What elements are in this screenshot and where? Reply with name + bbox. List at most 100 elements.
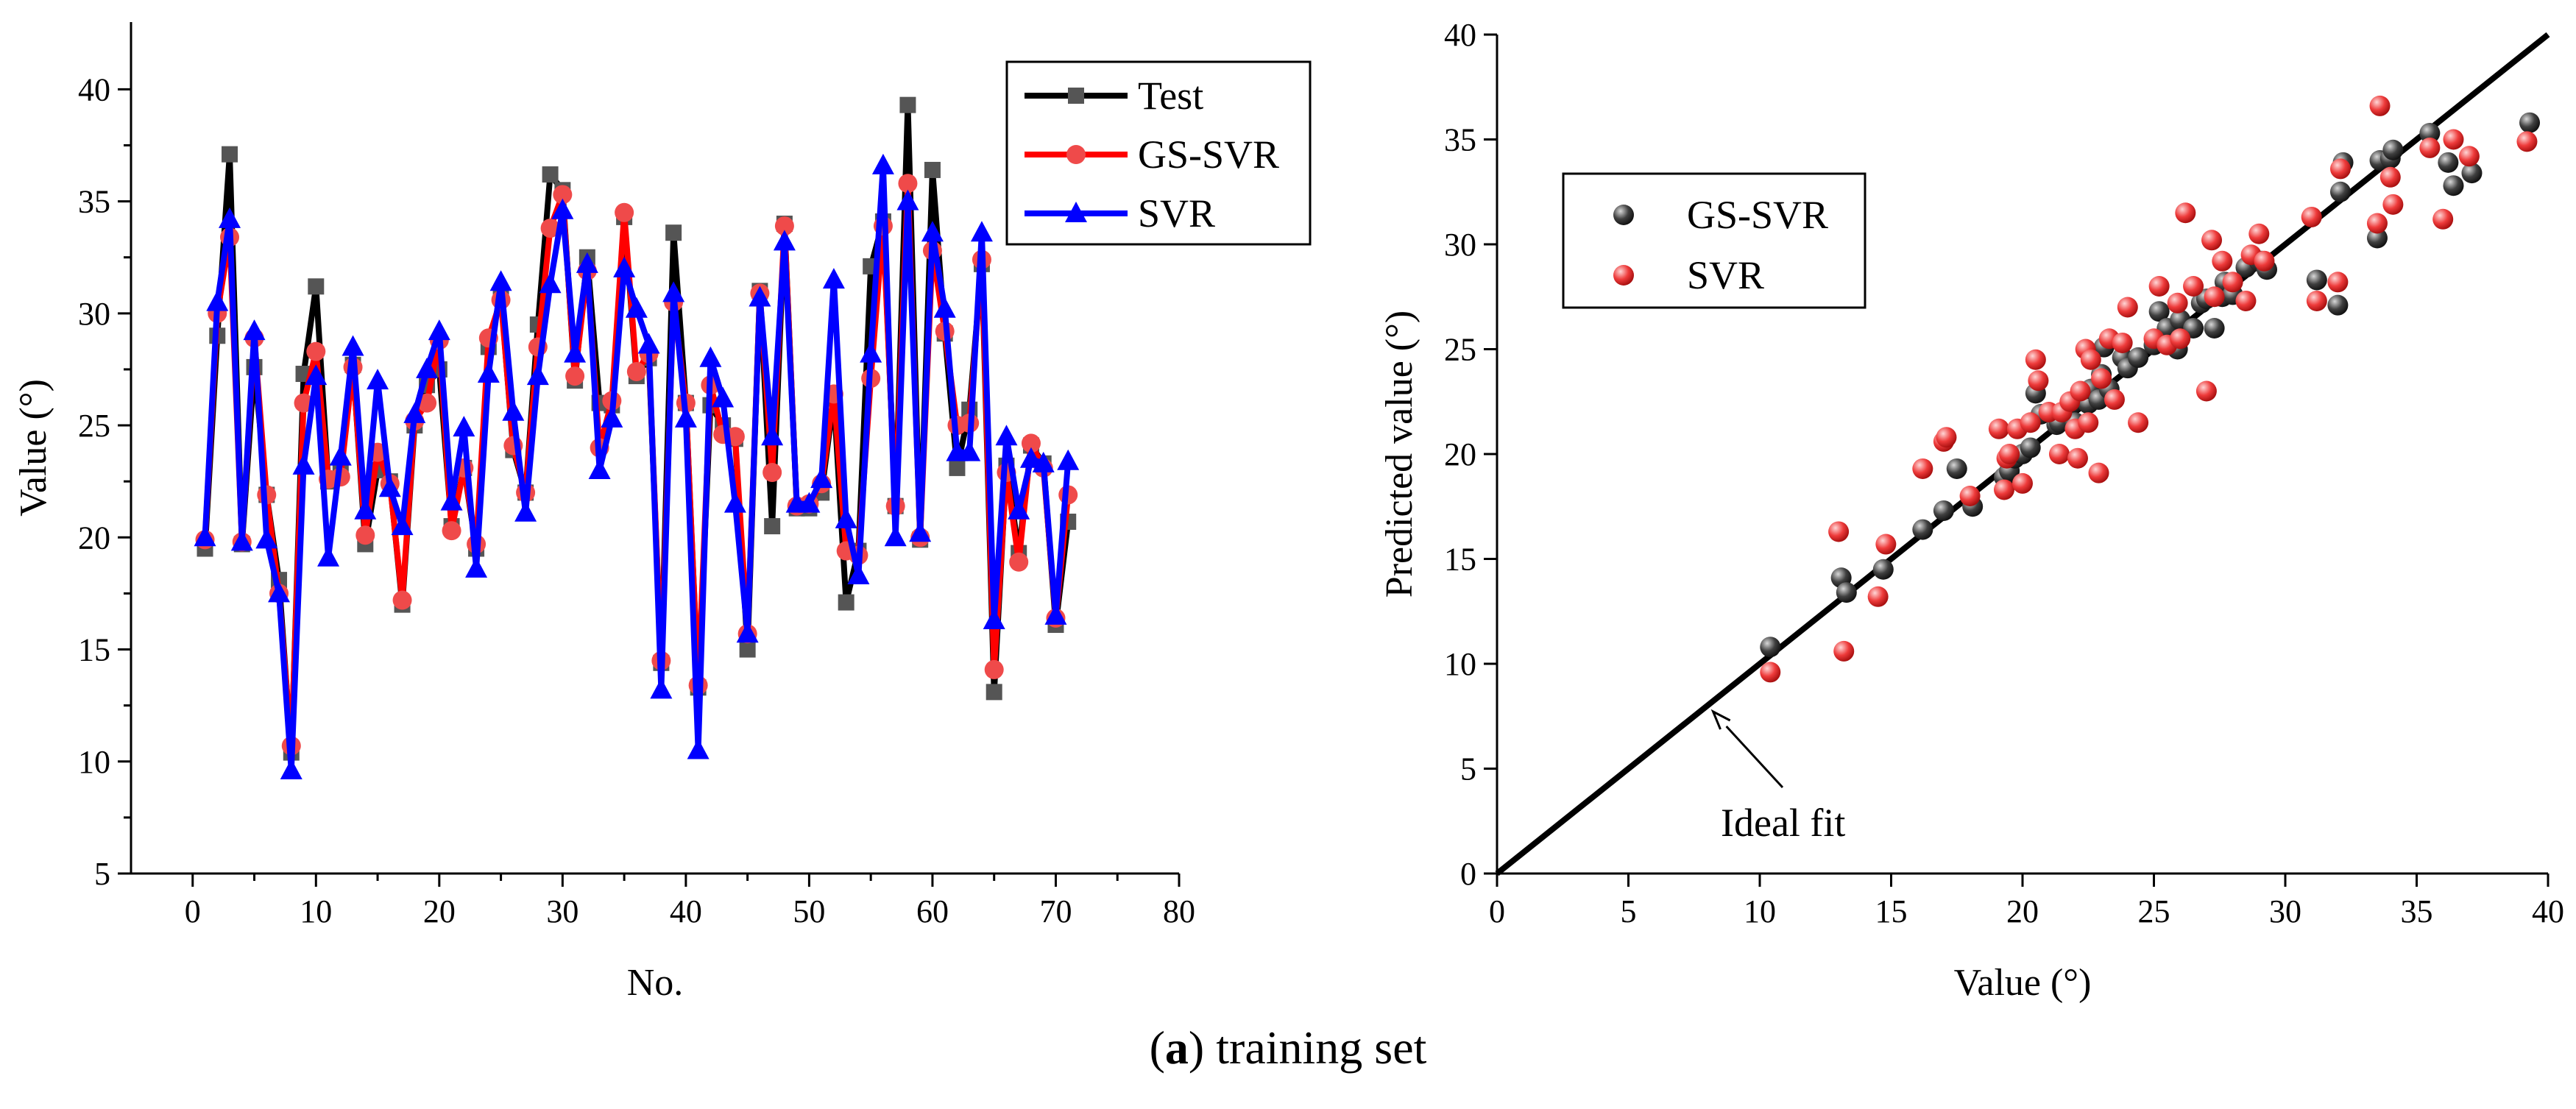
scatter-point	[2170, 328, 2191, 350]
scatter-point	[2204, 286, 2225, 308]
scatter-chart-predicted-vs-actual: 0 5 10 15 20 25 30 35 40 0 5 10 15 20 25 30 35 40 Ideal f…	[1379, 17, 2564, 1004]
left-data-point	[899, 96, 916, 113]
ideal-fit-label: Ideal fit	[1721, 801, 1845, 845]
scatter-point	[2306, 269, 2327, 291]
left-data-point	[442, 521, 461, 541]
left-x-tick-label: 20	[423, 893, 456, 929]
right-x-tick-label: 0	[1489, 893, 1505, 929]
left-y-tick-label: 30	[78, 296, 110, 332]
left-data-point	[687, 738, 710, 759]
left-data-point	[949, 459, 966, 476]
left-data-point	[625, 297, 648, 318]
left-data-point	[308, 278, 325, 295]
legend-label: GS-SVR	[1138, 132, 1279, 177]
scatter-point	[2248, 223, 2270, 244]
left-data-point	[391, 514, 414, 536]
caption-open-paren: (	[1150, 1021, 1165, 1074]
right-x-tick-label: 5	[1621, 893, 1637, 929]
scatter-point	[2128, 347, 2149, 368]
left-x-tick-label: 60	[916, 893, 949, 929]
scatter-point	[2112, 332, 2133, 353]
scatter-point	[1936, 427, 1957, 448]
left-data-point	[898, 174, 918, 194]
left-data-point	[280, 758, 302, 779]
left-data-point	[1021, 433, 1041, 453]
scatter-point	[2091, 368, 2112, 389]
left-data-point	[306, 341, 326, 361]
left-data-point	[601, 406, 623, 428]
left-data-point	[305, 364, 328, 386]
left-x-tick-label: 30	[546, 893, 578, 929]
scatter-point	[2366, 227, 2388, 249]
scatter-point	[2167, 292, 2188, 313]
left-series-layer	[194, 96, 1080, 779]
scatter-point	[2020, 437, 2041, 458]
scatter-point	[2301, 206, 2322, 227]
scatter-point	[1836, 582, 1857, 603]
left-y-tick-label: 25	[78, 408, 110, 444]
left-data-point	[255, 528, 278, 549]
scatter-point	[2443, 175, 2464, 196]
left-data-point	[773, 230, 796, 251]
left-data-point	[723, 492, 746, 513]
left-data-point	[871, 153, 894, 174]
left-y-tick-label: 35	[78, 184, 110, 220]
scatter-point	[2254, 250, 2275, 272]
legend-swatch-marker	[1613, 265, 1634, 286]
left-data-point	[367, 369, 389, 390]
right-legend-box	[1562, 172, 1866, 309]
left-data-point	[268, 581, 291, 603]
left-data-point	[764, 518, 781, 535]
left-series-gs-svr	[195, 174, 1078, 756]
scatter-point	[1872, 559, 1894, 580]
left-data-point	[665, 224, 682, 241]
left-y-tick-label: 20	[78, 520, 110, 556]
scatter-point	[2419, 122, 2441, 144]
right-x-tick-label: 15	[1875, 893, 1908, 929]
right-x-tick-label: 35	[2401, 893, 2433, 929]
left-data-point	[699, 346, 722, 367]
left-x-tick-label: 70	[1039, 893, 1072, 929]
scatter-point	[2461, 163, 2483, 184]
left-y-tick-label: 40	[78, 71, 110, 107]
scatter-point	[2382, 194, 2404, 215]
left-data-point	[984, 659, 1004, 679]
scatter-point	[2443, 129, 2464, 150]
scatter-point	[2329, 158, 2351, 180]
left-data-point	[958, 440, 981, 461]
left-data-point	[615, 202, 634, 222]
left-data-point	[542, 166, 559, 183]
left-data-point	[553, 185, 573, 205]
scatter-point	[1946, 458, 1967, 479]
scatter-point	[2327, 272, 2349, 293]
left-data-point	[514, 500, 537, 522]
line-chart-test-vs-predictions: 0 10 20 30 40 50 60 70 80 5 10 15 20 25 30 35 40 No. Val…	[13, 22, 1312, 1004]
scatter-point	[2419, 137, 2441, 158]
scatter-point	[2516, 131, 2538, 152]
scatter-point	[1999, 444, 2020, 464]
scatter-point	[2382, 139, 2404, 160]
left-data-point	[564, 341, 587, 363]
legend-swatch-marker	[1065, 202, 1087, 222]
left-data-point	[921, 221, 944, 242]
figure-caption: (a) training set	[1150, 1021, 1427, 1074]
right-x-tick-label: 40	[2532, 893, 2564, 929]
left-data-point	[230, 530, 253, 551]
left-data-point	[403, 402, 426, 423]
right-axes: 0 5 10 15 20 25 30 35 40 0 5 10 15 20 25 30 35 40	[1444, 17, 2564, 929]
left-data-point	[1008, 498, 1030, 520]
left-data-point	[539, 272, 562, 294]
left-data-point	[222, 146, 238, 163]
legend-label: SVR	[1687, 253, 1764, 297]
ideal-fit-arrow-shaft	[1725, 725, 1784, 789]
scatter-point	[2201, 230, 2223, 251]
scatter-point	[2020, 412, 2041, 433]
left-x-axis-title: No.	[627, 962, 684, 1004]
left-data-point	[243, 319, 266, 341]
scatter-point	[2212, 250, 2233, 272]
right-series-layer: Ideal fit	[1495, 32, 2550, 876]
scatter-point	[2222, 272, 2243, 293]
caption-close-paren: )	[1189, 1021, 1204, 1074]
scatter-point	[1912, 519, 1933, 540]
